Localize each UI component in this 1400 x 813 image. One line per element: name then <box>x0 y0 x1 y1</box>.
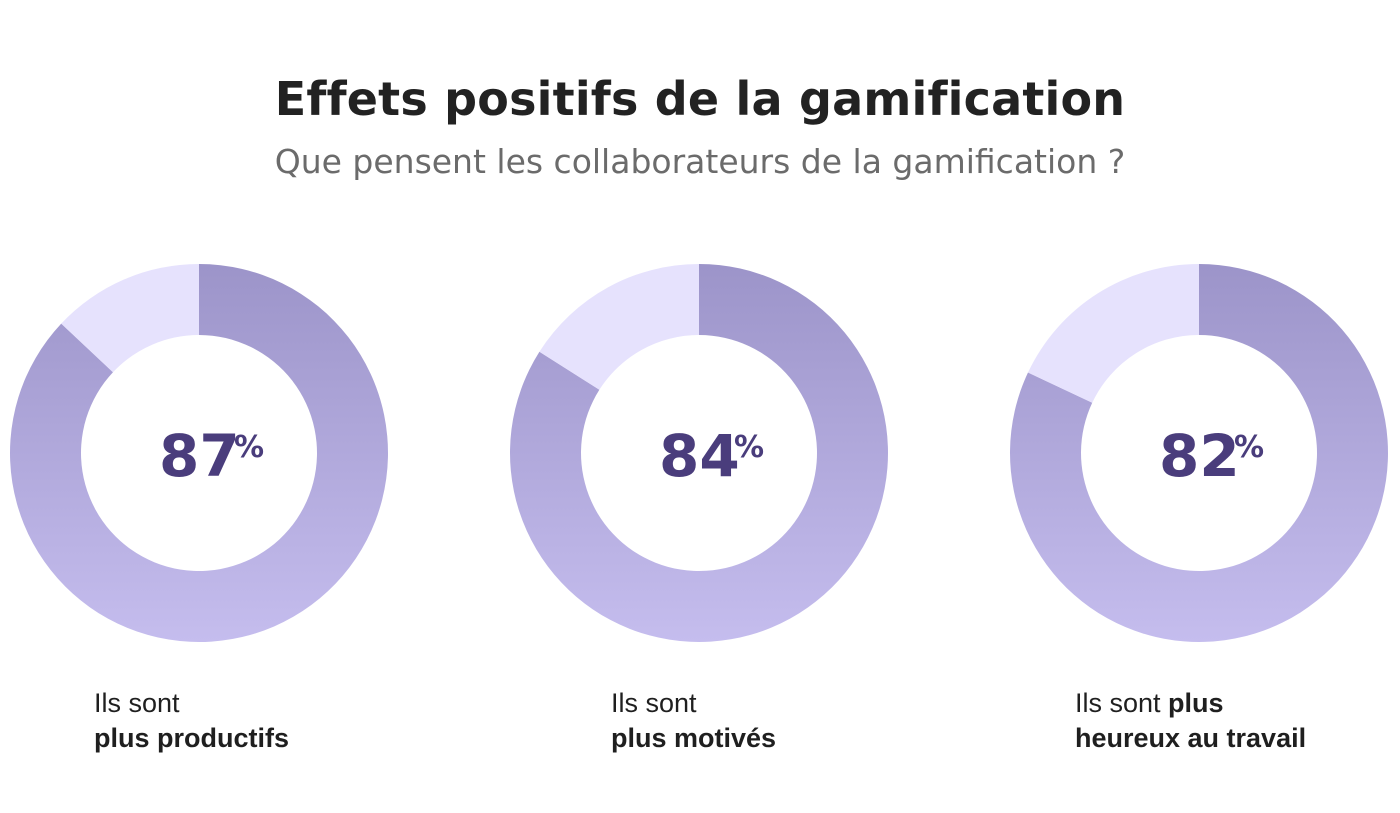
donut-center-unit: % <box>234 430 264 465</box>
donut-productive: 87% <box>9 264 389 642</box>
caption-prefix: Ils sont <box>1075 688 1169 718</box>
caption-bold-2: plus productifs <box>94 723 289 753</box>
donut-center-value: 87 <box>159 422 240 490</box>
donut-slice-remaining <box>1027 264 1199 403</box>
donut-happier: 82% <box>1010 264 1388 642</box>
donut-center-unit: % <box>734 430 764 465</box>
caption-line2: heureux au travail <box>1075 721 1306 756</box>
caption-line1: Ils sont <box>94 686 289 721</box>
donut-slice-value <box>509 264 888 642</box>
caption-productive: Ils sont plus productifs <box>94 686 289 756</box>
caption-bold-1: plus <box>1168 688 1224 718</box>
chart-title: Effets positifs de la gamification <box>274 72 1126 126</box>
caption-prefix: Ils sont <box>94 688 180 718</box>
donut-center-value: 84 <box>659 422 740 490</box>
donut-slice-remaining <box>539 264 699 390</box>
donut-slice-remaining <box>61 264 199 373</box>
caption-happier: Ils sont plus heureux au travail <box>1075 686 1306 756</box>
caption-prefix: Ils sont <box>611 688 697 718</box>
caption-motivated: Ils sont plus motivés <box>611 686 776 756</box>
donut-motivated: 84% <box>509 264 888 642</box>
donut-center-unit: % <box>1234 430 1264 465</box>
caption-line2: plus motivés <box>611 721 776 756</box>
chart-subtitle: Que pensent les collaborateurs de la gam… <box>274 142 1126 181</box>
donut-slice-value <box>9 264 389 642</box>
caption-bold-2: plus motivés <box>611 723 777 753</box>
donut-center-value: 82 <box>1159 422 1240 490</box>
caption-line1: Ils sont plus <box>1075 686 1306 721</box>
caption-line2: plus productifs <box>94 721 289 756</box>
donut-slice-value <box>1010 264 1388 642</box>
caption-bold-2: heureux au travail <box>1075 723 1307 753</box>
caption-line1: Ils sont <box>611 686 776 721</box>
